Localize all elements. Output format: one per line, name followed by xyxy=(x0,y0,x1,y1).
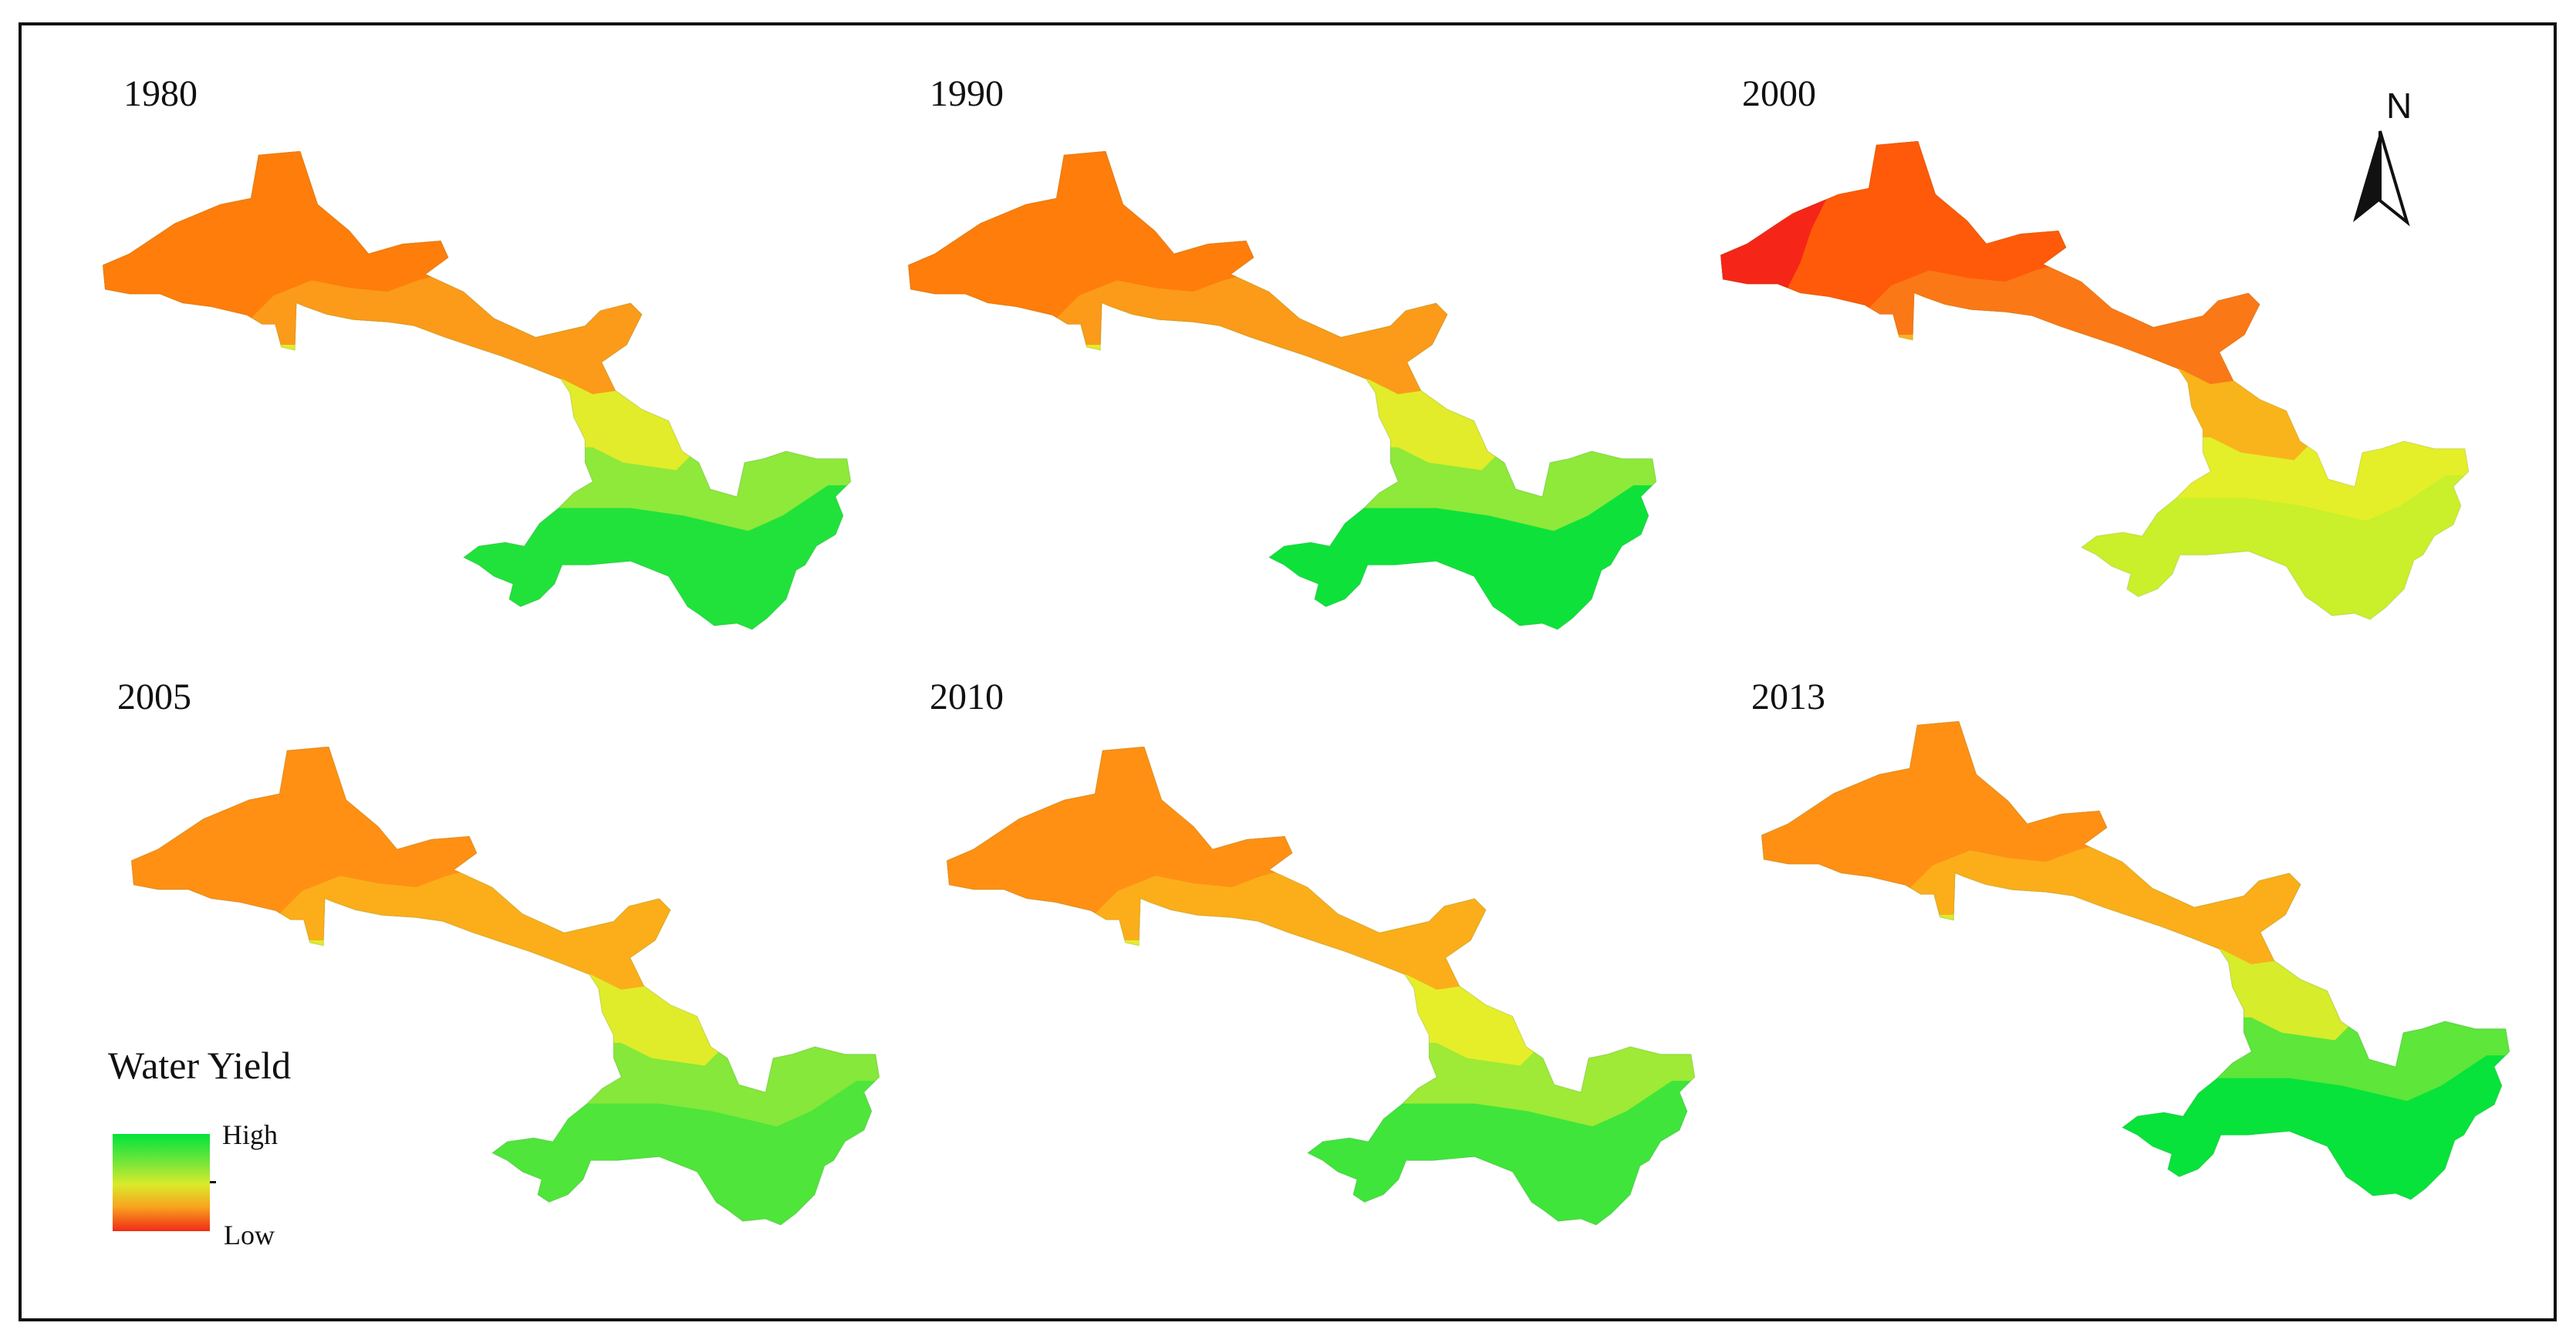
panel-year-label: 2000 xyxy=(1742,73,1816,114)
region-outline xyxy=(907,151,1657,630)
water-yield-map-1980 xyxy=(102,151,852,630)
legend-low-label: Low xyxy=(224,1220,275,1250)
legend-color-ramp xyxy=(113,1134,210,1231)
north-label: N xyxy=(2386,86,2412,126)
panel-year-label: 1990 xyxy=(930,73,1004,114)
water-yield-map-1990 xyxy=(907,151,1657,630)
legend-high-label: High xyxy=(222,1119,278,1150)
water-yield-map-2013 xyxy=(1761,721,2510,1200)
legend-title: Water Yield xyxy=(108,1044,292,1087)
north-arrow-icon xyxy=(2353,130,2410,227)
water-yield-map-2000 xyxy=(1720,141,2470,620)
water-yield-map-2010 xyxy=(946,747,1696,1226)
legend-tick xyxy=(210,1181,216,1183)
panel-year-label: 2010 xyxy=(930,677,1004,717)
region-outline xyxy=(946,747,1696,1226)
region-outline xyxy=(102,151,852,630)
panel-year-label: 2013 xyxy=(1751,677,1825,717)
water-yield-map-2005 xyxy=(130,747,880,1226)
figure-frame xyxy=(19,22,2557,1321)
panel-year-label: 1980 xyxy=(123,73,198,114)
panel-year-label: 2005 xyxy=(117,677,191,717)
region-outline xyxy=(130,747,880,1226)
region-outline xyxy=(1720,141,2470,620)
water-yield-zone xyxy=(1720,197,1828,293)
region-outline xyxy=(1761,721,2510,1200)
